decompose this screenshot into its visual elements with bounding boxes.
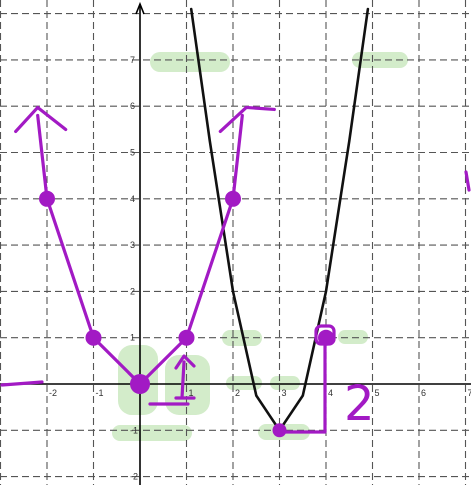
y-tick-label: 3 — [130, 240, 135, 250]
y-tick-label: 2 — [130, 286, 135, 296]
y-tick-label: 6 — [130, 101, 135, 111]
y-tick-label: -1 — [130, 425, 138, 435]
x-tick-label: 2 — [235, 388, 240, 398]
x-tick-label: 1 — [189, 388, 194, 398]
ink-box-marker — [314, 324, 336, 346]
y-axis-arrow-icon — [135, 1, 145, 15]
y-tick-label: 5 — [130, 148, 135, 158]
y-tick-label: 7 — [130, 55, 135, 65]
highlight-mark — [338, 330, 368, 344]
data-point — [318, 329, 334, 346]
tick-labels: -2 -1 1 2 3 4 5 6 7 7 6 5 4 3 2 1 -1 -2 — [49, 55, 471, 482]
x-tick-label: -2 — [49, 388, 57, 398]
x-tick-label: 3 — [282, 388, 287, 398]
curves — [14, 7, 370, 438]
x-tick-label: 5 — [375, 388, 380, 398]
data-point — [178, 329, 195, 346]
y-tick-label: 4 — [130, 194, 135, 204]
ink-shift-bracket — [278, 338, 327, 434]
highlight-mark — [270, 376, 300, 390]
ink-annotations: 2 — [0, 170, 471, 434]
ink-stroke-left — [0, 380, 44, 387]
ink-up-arrow — [174, 354, 196, 400]
y-tick-label: -2 — [130, 472, 138, 482]
x-tick-label: -1 — [96, 388, 104, 398]
highlight-mark — [112, 425, 192, 441]
highlight-mark — [165, 355, 210, 415]
data-point — [225, 190, 241, 207]
ink-stroke-edge — [464, 170, 471, 192]
annotation-label: 2 — [344, 376, 375, 432]
y-tick-label: 1 — [130, 333, 135, 343]
highlight-mark — [226, 376, 262, 390]
data-point — [39, 190, 55, 207]
ink-arrowhead-right-icon — [218, 105, 276, 134]
ink-arrowhead-left-icon — [14, 105, 68, 134]
x-tick-label: 7 — [468, 388, 471, 398]
data-point — [85, 329, 102, 346]
x-tick-label: 4 — [328, 388, 333, 398]
x-tick-label: 6 — [421, 388, 426, 398]
highlight-mark — [150, 52, 230, 72]
data-point — [130, 374, 150, 394]
data-point — [272, 423, 287, 438]
